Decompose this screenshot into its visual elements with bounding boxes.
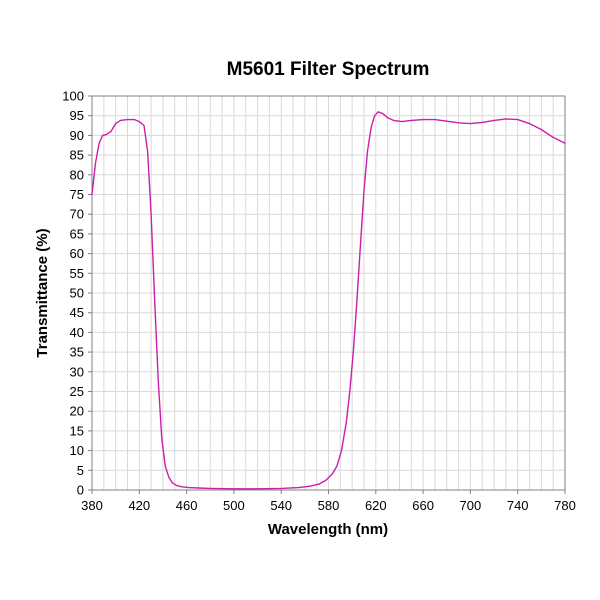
x-tick-label: 460 [176,498,198,513]
y-tick-label: 40 [70,325,84,340]
y-tick-label: 30 [70,364,84,379]
y-tick-label: 60 [70,246,84,261]
y-tick-label: 85 [70,148,84,163]
y-tick-label: 50 [70,286,84,301]
x-tick-label: 700 [460,498,482,513]
y-tick-label: 80 [70,167,84,182]
y-tick-label: 90 [70,128,84,143]
chart-title: M5601 Filter Spectrum [227,59,430,80]
y-tick-label: 100 [62,89,84,104]
y-tick-label: 25 [70,384,84,399]
y-tick-label: 55 [70,266,84,281]
x-tick-label: 620 [365,498,387,513]
y-tick-label: 75 [70,187,84,202]
transmittance-series-line [91,111,566,490]
y-tick-label: 5 [77,463,84,478]
y-tick-label: 70 [70,207,84,222]
grid-lines [92,96,565,490]
x-axis-ticks: 380 420 460 500 540 580 620 660 700 740 780 [81,490,576,513]
x-tick-label: 580 [318,498,340,513]
y-tick-label: 45 [70,305,84,320]
x-tick-label: 780 [554,498,576,513]
x-tick-label: 660 [412,498,434,513]
y-tick-label: 15 [70,423,84,438]
x-tick-label: 420 [128,498,150,513]
series-group [91,111,566,490]
y-tick-label: 65 [70,226,84,241]
y-axis-ticks: 0 5 10 15 20 25 30 35 40 45 50 55 60 65 70 75 80 85 90 95 10… [62,89,92,498]
y-tick-label: 35 [70,345,84,360]
x-tick-label: 540 [270,498,292,513]
y-tick-label: 95 [70,108,84,123]
x-tick-label: 500 [223,498,245,513]
y-tick-label: 10 [70,443,84,458]
x-tick-label: 740 [507,498,529,513]
x-axis-label: Wavelength (nm) [268,521,388,538]
x-tick-label: 380 [81,498,103,513]
y-axis-label: Transmittance (%) [34,228,51,357]
y-tick-label: 20 [70,404,84,419]
y-tick-label: 0 [77,483,84,498]
